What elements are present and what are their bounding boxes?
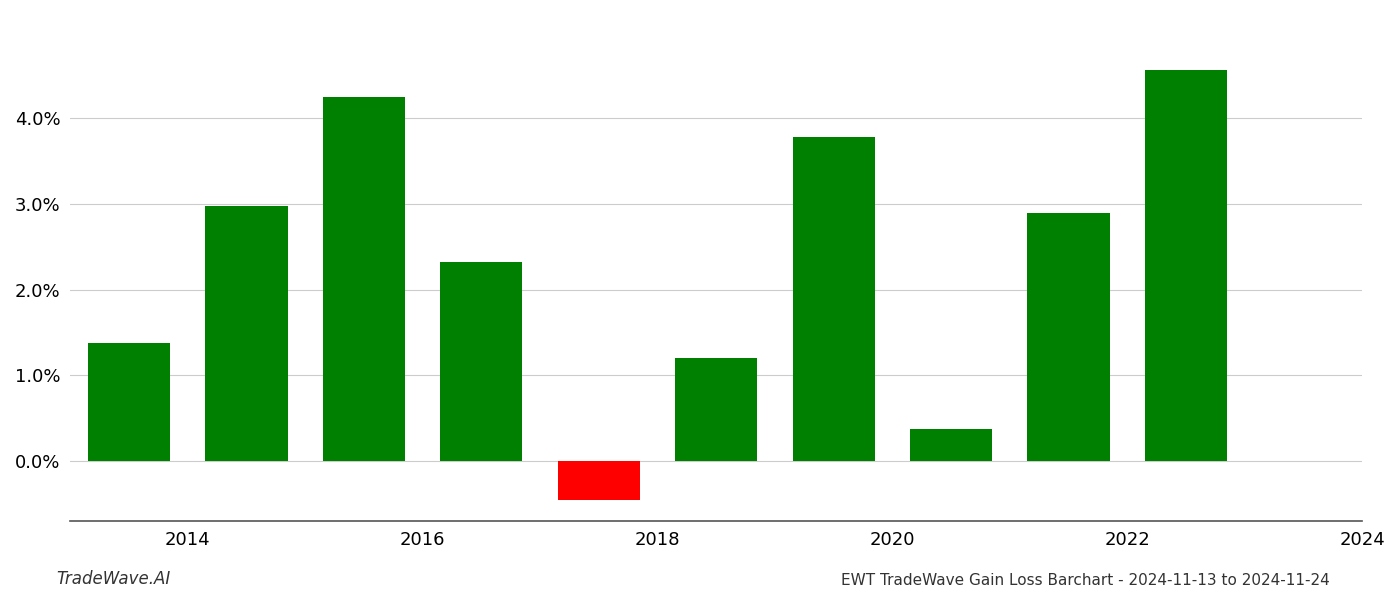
Bar — [675, 358, 757, 461]
Bar — [323, 97, 405, 461]
Bar — [1028, 213, 1110, 461]
Bar — [792, 137, 875, 461]
Bar — [557, 461, 640, 500]
Bar — [910, 430, 993, 461]
Bar — [206, 206, 287, 461]
Bar — [88, 343, 171, 461]
Bar — [440, 262, 522, 461]
Text: EWT TradeWave Gain Loss Barchart - 2024-11-13 to 2024-11-24: EWT TradeWave Gain Loss Barchart - 2024-… — [841, 573, 1330, 588]
Text: TradeWave.AI: TradeWave.AI — [56, 570, 171, 588]
Bar — [1145, 70, 1226, 461]
